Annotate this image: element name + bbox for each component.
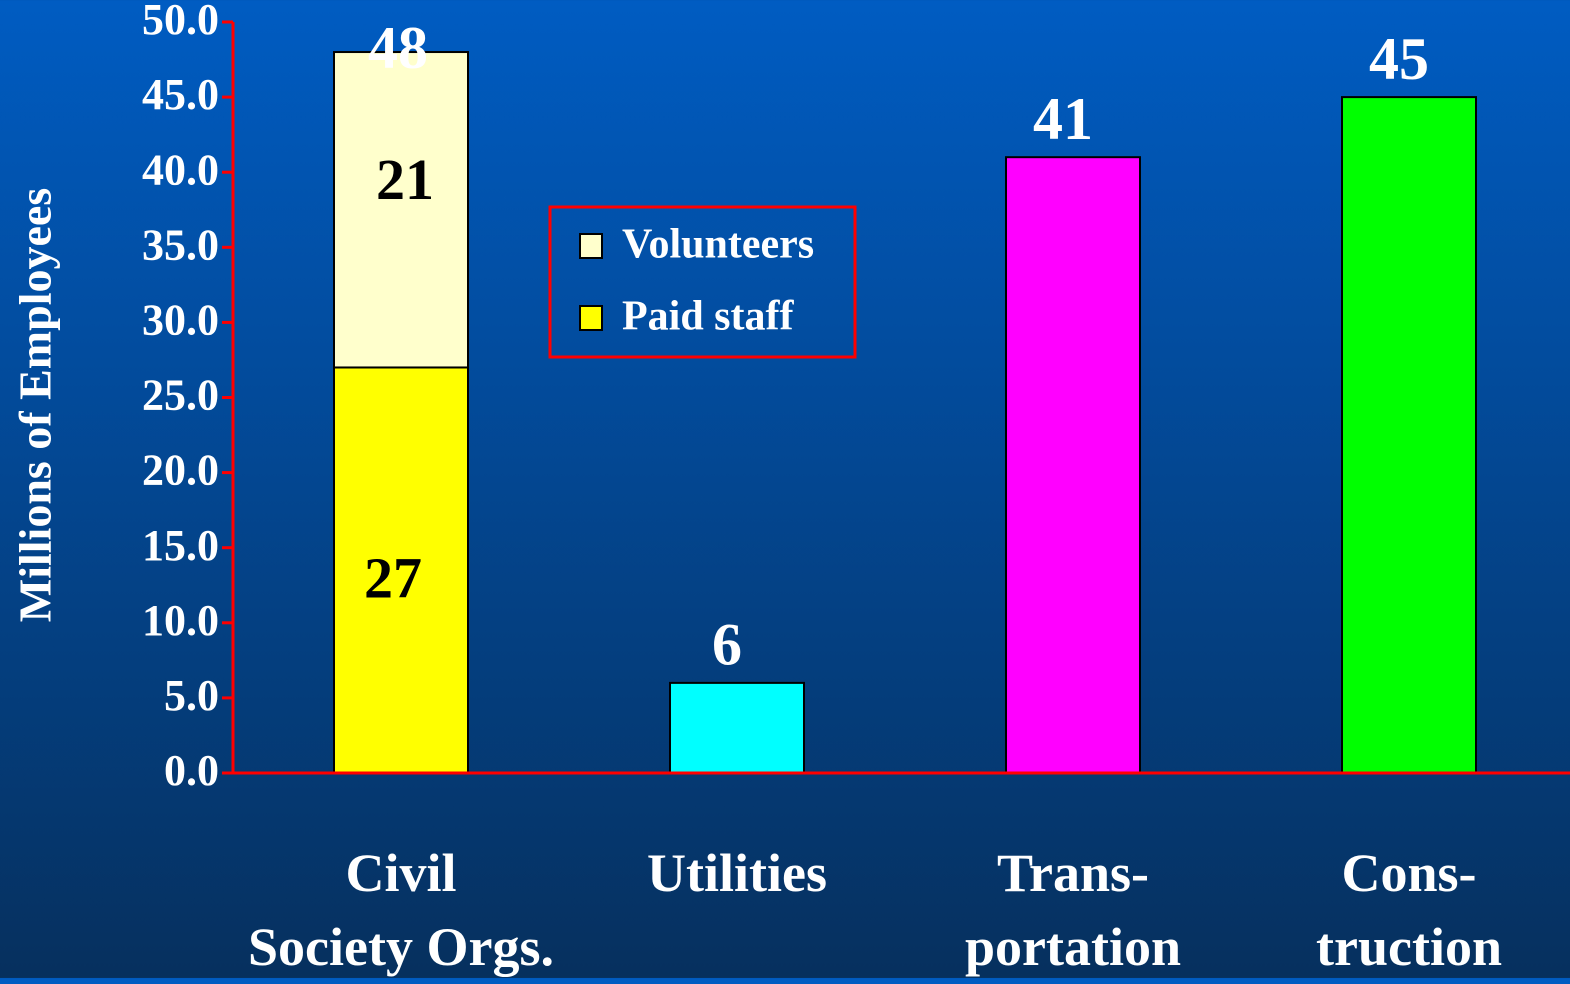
y-tick-label: 50.0 (142, 0, 219, 44)
y-tick-label: 25.0 (142, 371, 219, 420)
legend-box (548, 205, 857, 359)
value-label: 6 (712, 612, 742, 678)
x-tick-label: Utilities (647, 843, 827, 903)
legend-label: Volunteers (622, 222, 814, 268)
x-tick-label: Cons- truction (1316, 843, 1502, 977)
segment-label: 27 (364, 546, 422, 611)
value-label: 45 (1369, 26, 1429, 92)
y-tick-label: 5.0 (164, 671, 219, 720)
value-label: 41 (1033, 86, 1093, 152)
y-tick-label: 10.0 (142, 596, 219, 645)
y-tick-label: 0.0 (164, 746, 219, 795)
legend-label: Paid staff (622, 294, 795, 340)
x-tick-label: Trans- portation (965, 843, 1181, 977)
segment-label: 21 (376, 147, 434, 212)
y-tick-label: 40.0 (142, 145, 219, 194)
y-tick-label: 35.0 (142, 220, 219, 269)
bar (669, 681, 805, 775)
bar (333, 51, 469, 369)
y-tick-label: 30.0 (142, 295, 219, 344)
bar (1341, 96, 1477, 775)
legend-swatch (579, 305, 603, 331)
legend-swatch (579, 233, 603, 259)
y-tick-label: 45.0 (142, 70, 219, 119)
total-label: 48 (368, 15, 428, 81)
y-axis-label: Millions of Employees (10, 188, 61, 622)
y-tick-label: 15.0 (142, 521, 219, 570)
bar (333, 366, 469, 774)
y-tick-label: 20.0 (142, 446, 219, 495)
bar (1005, 156, 1141, 774)
x-tick-label: Civil Society Orgs. (248, 843, 554, 977)
